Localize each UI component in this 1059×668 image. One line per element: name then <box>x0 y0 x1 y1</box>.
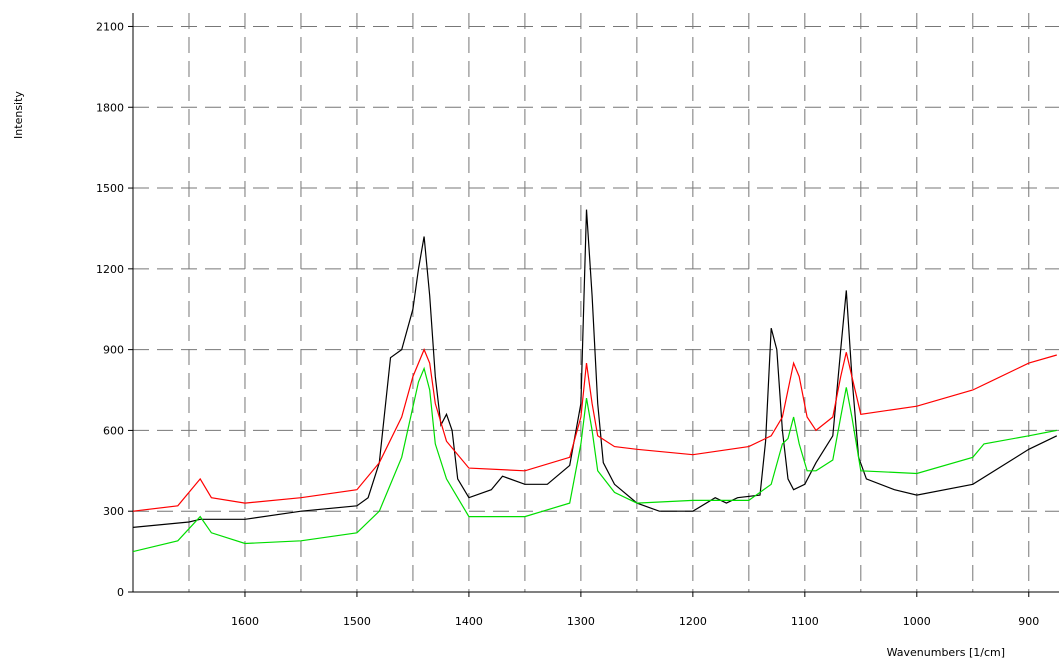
y-tick-label: 900 <box>103 344 124 357</box>
y-tick-label: 300 <box>103 505 124 518</box>
x-tick-label: 1400 <box>455 615 483 628</box>
spectrum-line <box>133 348 1057 512</box>
x-tick-label: 1100 <box>791 615 819 628</box>
x-tick-label: 1600 <box>231 615 259 628</box>
x-tick-label: 1500 <box>343 615 371 628</box>
x-tick-label: 1300 <box>567 615 595 628</box>
x-tick-label: 900 <box>1018 615 1039 628</box>
y-tick-label: 1500 <box>96 182 124 195</box>
y-tick-label: 600 <box>103 424 124 437</box>
x-axis-label: Wavenumbers [1/cm] <box>887 646 1005 659</box>
y-axis-label: Intensity <box>12 91 25 139</box>
y-tick-label: 1800 <box>96 101 124 114</box>
x-tick-label: 1200 <box>679 615 707 628</box>
x-tick-label: 1000 <box>903 615 931 628</box>
spectrum-line <box>133 209 1058 528</box>
spectrum-line <box>133 366 1057 553</box>
y-tick-label: 2100 <box>96 20 124 33</box>
y-tick-label: 1200 <box>96 263 124 276</box>
y-tick-label: 0 <box>117 586 124 599</box>
